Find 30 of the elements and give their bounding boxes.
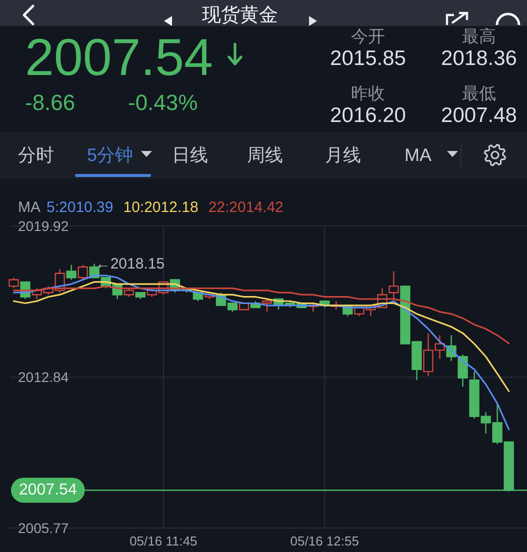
text: 2016.20 — [330, 104, 406, 127]
text: -8.66 — [25, 90, 76, 115]
text: 10:2012.18 — [123, 199, 198, 216]
text: 昨收 — [351, 84, 385, 103]
text: 5分钟 — [86, 145, 134, 165]
ref-label: 2007.54 — [11, 478, 85, 503]
legend-title: MA — [18, 199, 40, 216]
text: 分时 — [18, 145, 54, 165]
text: 2015.85 — [330, 47, 406, 70]
y-tick-label: 2019.92 — [18, 218, 69, 234]
y-tick-label: 2012.84 — [18, 369, 69, 386]
ref-line-label: 2007.54 — [19, 482, 77, 499]
text: 5:2010.39 — [46, 199, 114, 216]
text: MA — [404, 145, 432, 165]
text: 2018.36 — [441, 47, 517, 70]
annotation: ←2018.15 — [95, 255, 165, 272]
text: 月线 — [325, 145, 361, 165]
text: 2007.54 — [25, 29, 213, 87]
x-tick-label: 05/16 12:55 — [290, 534, 359, 548]
text: -0.43% — [128, 90, 198, 115]
text: 最低 — [462, 84, 496, 103]
text: 最高 — [462, 27, 496, 46]
text: 今开 — [351, 27, 385, 46]
text: 周线 — [247, 145, 283, 165]
text: 22:2014.42 — [208, 199, 284, 216]
text: 2007.48 — [441, 104, 517, 127]
text: 日线 — [172, 145, 208, 165]
chart-title: 现货黄金 — [202, 5, 278, 26]
x-tick-label: 05/16 11:45 — [130, 534, 198, 548]
y-tick-label: 2005.77 — [18, 520, 69, 536]
